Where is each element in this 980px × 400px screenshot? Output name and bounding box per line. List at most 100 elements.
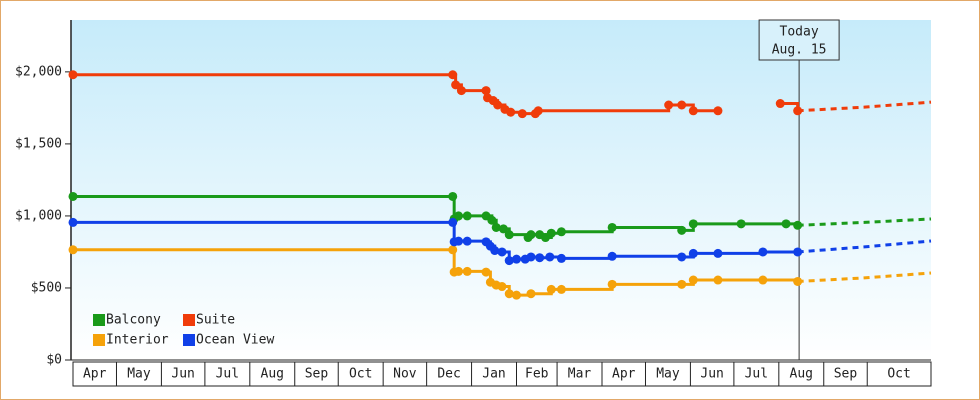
forecast-line [797,217,932,227]
price-point [688,275,698,285]
price-point [454,236,464,246]
x-tick-label: Jan [482,367,505,382]
price-point [546,228,556,238]
price-point [736,219,746,229]
price-point [462,266,472,276]
x-tick-label: Sep [834,367,858,382]
price-point [713,275,723,285]
price-point [526,230,536,240]
x-tick-label: Feb [525,367,549,382]
price-point [556,253,566,263]
price-point [462,236,472,246]
price-point [448,245,458,255]
x-tick-label: Oct [887,367,910,382]
x-tick-label: Jun [171,367,194,382]
price-point [526,289,536,299]
y-tick-label: $500 [31,280,62,295]
x-tick-label: Nov [393,367,417,382]
x-tick-label: Apr [83,367,107,382]
price-point [535,253,545,263]
x-tick-label: Jul [216,367,239,382]
price-point [456,86,466,96]
price-point [556,227,566,237]
x-tick-label: May [656,367,680,382]
price-point [454,266,464,276]
legend-label: Interior [106,333,169,348]
forecast-line [797,271,932,283]
price-point [775,99,785,109]
today-box [758,19,840,61]
price-point [607,222,617,232]
price-point [526,252,536,262]
y-tick-label: $2,000 [15,64,62,79]
x-tick-label: Mar [568,367,592,382]
price-point [758,247,768,257]
month-strip [72,361,932,387]
price-point [448,70,458,80]
price-point [68,217,78,227]
price-point [451,80,461,90]
price-point [504,256,514,266]
y-tick-label: $1,000 [15,208,62,223]
price-point [793,276,803,286]
price-point [677,225,687,235]
price-point [462,211,472,221]
x-tick-label: Aug [790,367,813,382]
legend-label: Balcony [106,313,161,328]
price-point [758,275,768,285]
price-point [448,191,458,201]
x-tick-label: Apr [612,367,636,382]
legend-label: Ocean View [196,333,274,348]
price-point [556,284,566,294]
price-point [607,251,617,261]
today-date: Aug. 15 [772,43,827,58]
price-point [688,219,698,229]
price-point [511,254,521,264]
price-point [793,106,803,116]
price-point [491,222,501,232]
y-tick-label: $1,500 [15,136,62,151]
price-point [487,215,497,225]
x-tick-label: Aug [261,367,284,382]
price-point [497,247,507,257]
price-point [493,100,503,110]
price-point [517,109,527,119]
price-point [511,290,521,300]
plot-area [71,20,931,360]
price-point [68,191,78,201]
y-tick-label: $0 [46,353,62,368]
price-point [504,289,514,299]
legend-swatch [93,314,105,326]
price-point [545,252,555,262]
price-point [607,279,617,289]
price-point [713,248,723,258]
price-point [677,279,687,289]
legend-swatch [93,334,105,346]
price-point [533,106,543,116]
price-point [454,211,464,221]
x-tick-label: Oct [349,367,372,382]
price-point [497,282,507,292]
price-point [664,100,674,110]
price-point [68,70,78,80]
x-tick-label: Jul [745,367,768,382]
x-tick-label: Dec [437,367,460,382]
price-point [481,267,491,277]
price-point [688,248,698,258]
price-point [498,224,508,234]
price-point [793,220,803,230]
forecast-line [797,239,932,254]
legend-swatch [183,314,195,326]
today-label: Today [780,25,819,40]
price-point [448,217,458,227]
price-point [546,284,556,294]
legend-label: Suite [196,313,235,328]
price-point [793,247,803,257]
price-point [506,107,516,117]
price-point [713,106,723,116]
price-point [504,230,514,240]
x-tick-label: Sep [305,367,329,382]
x-tick-label: Jun [700,367,723,382]
price-point [677,100,687,110]
price-point [688,106,698,116]
